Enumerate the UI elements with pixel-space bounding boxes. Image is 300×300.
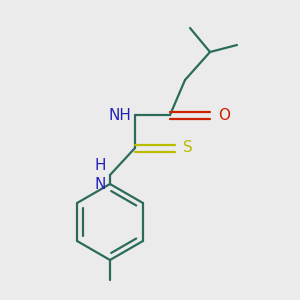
Text: S: S <box>183 140 193 155</box>
Text: NH: NH <box>108 107 131 122</box>
Text: H: H <box>94 158 106 173</box>
Text: O: O <box>218 107 230 122</box>
Text: N: N <box>94 177 106 192</box>
